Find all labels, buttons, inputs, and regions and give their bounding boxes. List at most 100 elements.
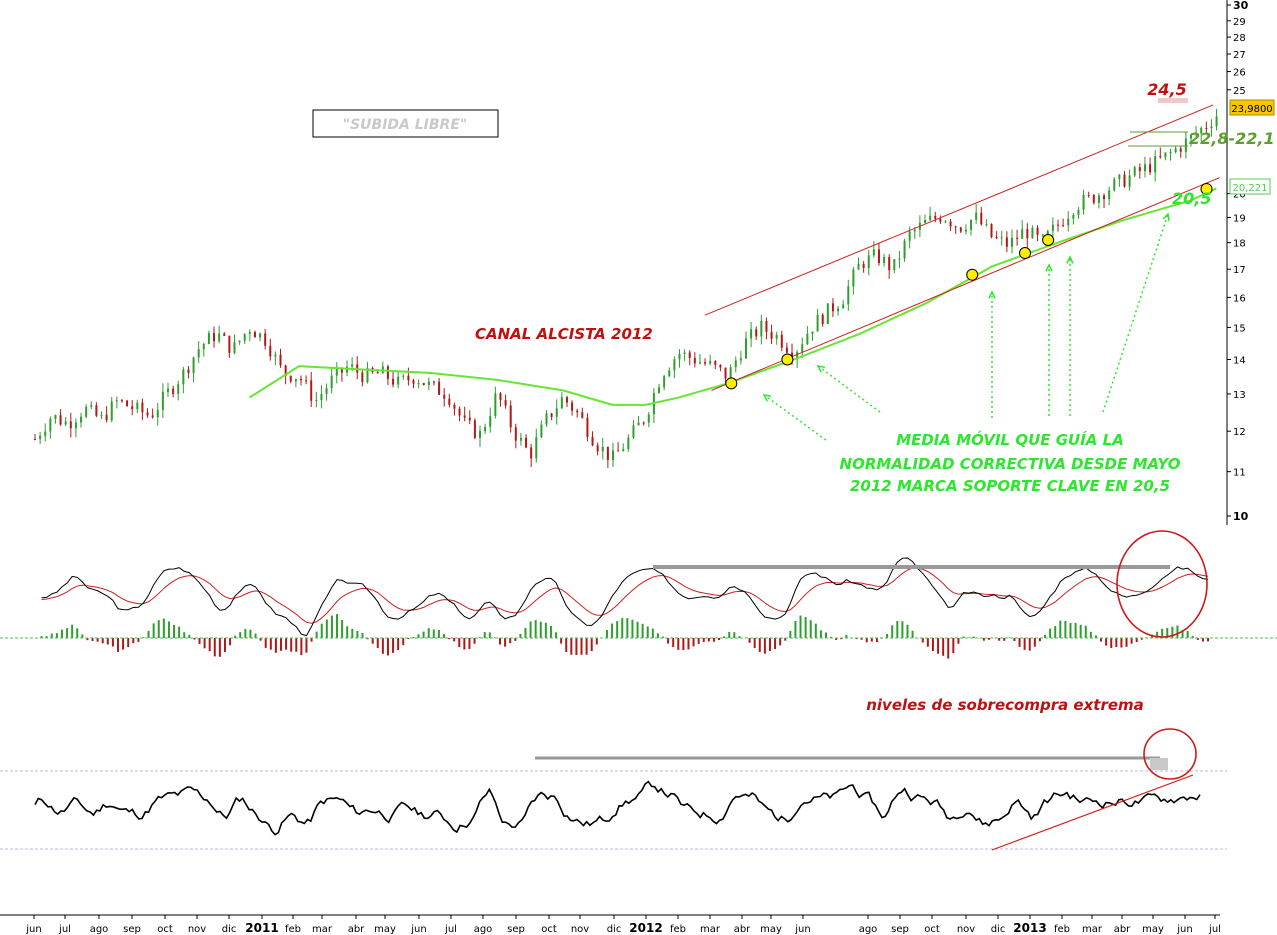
candle-body bbox=[397, 376, 400, 385]
macd-bar bbox=[926, 638, 929, 647]
ma-annotation-line-2: NORMALIDAD CORRECTIVA DESDE MAYO bbox=[840, 455, 1181, 473]
candle-body bbox=[90, 405, 93, 407]
macd-bar bbox=[45, 636, 48, 638]
macd-bar bbox=[544, 622, 547, 638]
x-tick-label: may bbox=[1142, 924, 1164, 935]
candle-body bbox=[54, 415, 57, 419]
macd-bar bbox=[692, 638, 695, 647]
macd-bar bbox=[40, 636, 43, 638]
candle-body bbox=[826, 303, 829, 324]
candle-body bbox=[780, 334, 783, 348]
macd-bar bbox=[809, 620, 812, 638]
candle-body bbox=[218, 333, 221, 342]
candle-body bbox=[852, 269, 855, 287]
candle-body bbox=[177, 384, 180, 394]
support-point bbox=[1019, 247, 1031, 260]
candle-body bbox=[519, 437, 522, 441]
x-axis-labels: jun jul ago sep oct nov dic 2011 feb mar abr may jun… bbox=[25, 915, 1221, 935]
macd-bar bbox=[442, 634, 445, 638]
candle-body bbox=[1036, 227, 1039, 235]
macd-bar bbox=[728, 631, 731, 638]
candle-body bbox=[427, 381, 430, 386]
x-tick-label: nov bbox=[571, 924, 589, 935]
macd-bar bbox=[758, 638, 761, 652]
macd-bar bbox=[152, 623, 155, 638]
macd-bar bbox=[499, 638, 502, 645]
macd-bar bbox=[1196, 638, 1199, 640]
candle-body bbox=[571, 402, 574, 411]
macd-bar bbox=[651, 628, 654, 638]
candle-body bbox=[402, 375, 405, 377]
candle-body bbox=[760, 321, 763, 337]
macd-bar bbox=[595, 638, 598, 645]
macd-bar bbox=[865, 638, 868, 643]
macd-bar bbox=[845, 634, 848, 638]
candle-body bbox=[289, 375, 292, 382]
candle-body bbox=[627, 437, 630, 450]
candle-body bbox=[540, 424, 543, 438]
macd-bar bbox=[1161, 628, 1164, 638]
x-tick-label: abr bbox=[1114, 924, 1131, 935]
channel-line-lower bbox=[711, 177, 1220, 391]
macd-bar bbox=[560, 638, 563, 644]
macd-bar bbox=[167, 621, 170, 638]
macd-bar bbox=[621, 618, 624, 638]
macd-bar bbox=[96, 638, 99, 642]
candle-body bbox=[842, 304, 845, 309]
macd-bar bbox=[641, 623, 644, 638]
macd-bar bbox=[295, 638, 298, 652]
candle-body bbox=[913, 229, 916, 232]
macd-bar bbox=[921, 638, 924, 643]
arrow-head bbox=[1162, 212, 1170, 222]
candle-body bbox=[775, 334, 778, 339]
y-tick-label: 20 bbox=[1233, 190, 1246, 201]
candle-body bbox=[755, 329, 758, 337]
candle-body bbox=[944, 221, 947, 223]
candle-body bbox=[658, 387, 661, 394]
canal-annotation: CANAL ALCISTA 2012 bbox=[475, 325, 653, 343]
x-tick-label: dic bbox=[222, 924, 237, 935]
macd-bar bbox=[397, 638, 400, 651]
candle-body bbox=[622, 449, 625, 452]
macd-bar bbox=[137, 638, 140, 642]
macd-bar bbox=[1079, 624, 1082, 638]
macd-bar bbox=[901, 621, 904, 638]
macd-bar bbox=[412, 637, 415, 638]
macd-bar bbox=[947, 638, 950, 659]
macd-bar bbox=[1181, 630, 1184, 638]
candle-body bbox=[964, 229, 967, 232]
candle-body bbox=[340, 367, 343, 373]
macd-bar bbox=[957, 638, 960, 644]
macd-bar bbox=[458, 638, 461, 648]
candle-body bbox=[719, 364, 722, 368]
y-tick-label: 30 bbox=[1233, 0, 1249, 12]
macd-bar bbox=[768, 638, 771, 651]
candle-body bbox=[80, 416, 83, 423]
candle-body bbox=[1159, 156, 1162, 158]
macd-bar bbox=[891, 625, 894, 638]
candle-body bbox=[1021, 229, 1024, 239]
macd-bar bbox=[972, 636, 975, 638]
macd-bar bbox=[259, 638, 262, 641]
x-tick-label: jun bbox=[25, 924, 41, 935]
macd-bar bbox=[539, 621, 542, 638]
candle-body bbox=[1103, 195, 1106, 200]
y-tick-label: 11 bbox=[1233, 468, 1246, 479]
macd-bar bbox=[386, 638, 389, 656]
candle-body bbox=[192, 357, 195, 373]
candle-body bbox=[458, 408, 461, 416]
candle-body bbox=[1016, 237, 1019, 239]
macd-bar bbox=[483, 632, 486, 638]
support-points bbox=[725, 182, 1213, 390]
candle-body bbox=[274, 354, 277, 357]
candle-body bbox=[877, 249, 880, 264]
candle-body bbox=[811, 331, 814, 334]
macd-line bbox=[41, 557, 1209, 637]
macd-bar bbox=[448, 638, 451, 640]
macd-bar bbox=[407, 638, 410, 639]
macd-bar bbox=[656, 633, 659, 638]
macd-bar bbox=[437, 629, 440, 638]
oscillator-panel bbox=[34, 780, 1201, 836]
macd-bar bbox=[142, 637, 145, 638]
candle-body bbox=[632, 425, 635, 438]
